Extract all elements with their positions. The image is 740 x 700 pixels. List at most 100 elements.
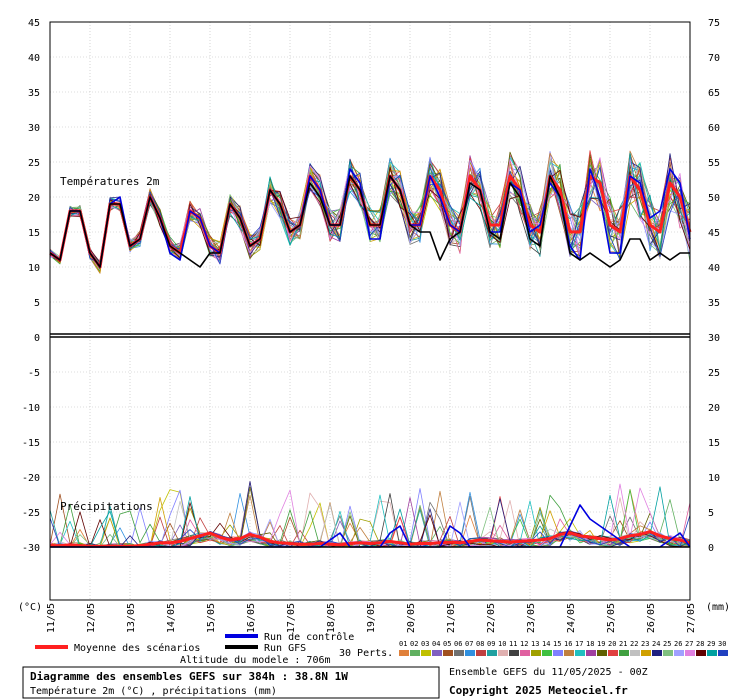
pert-color-swatch: [575, 650, 585, 656]
x-tick-label: 13/05: [126, 603, 137, 633]
right-tick-label: 0: [708, 543, 714, 554]
right-tick-label: 65: [708, 88, 720, 99]
pert-color-swatch: [454, 650, 464, 656]
pert-number-label: 07: [465, 640, 473, 648]
x-tick-label: 17/05: [286, 603, 297, 633]
pert-color-swatch: [564, 650, 574, 656]
x-tick-label: 18/05: [326, 603, 337, 633]
left-tick-label: 0: [34, 333, 40, 344]
pert-color-swatch: [542, 650, 552, 656]
pert-number-label: 16: [564, 640, 572, 648]
right-tick-label: 75: [708, 18, 720, 29]
left-tick-label: 40: [28, 53, 40, 64]
left-tick-label: 20: [28, 193, 40, 204]
altitude-label: Altitude du modele : 706m: [180, 655, 331, 666]
pert-color-swatch: [399, 650, 409, 656]
left-tick-label: 35: [28, 88, 40, 99]
pert-color-swatch: [476, 650, 486, 656]
right-tick-label: 10: [708, 473, 720, 484]
ensemble-run-label: Ensemble GEFS du 11/05/2025 - 00Z: [449, 667, 648, 678]
x-tick-label: 14/05: [166, 603, 177, 633]
left-axis-unit: (°C): [18, 602, 42, 613]
left-tick-label: 15: [28, 228, 40, 239]
right-tick-label: 45: [708, 228, 720, 239]
pert-number-label: 10: [498, 640, 506, 648]
pert-number-label: 06: [454, 640, 462, 648]
pert-color-swatch: [465, 650, 475, 656]
left-axis-ticks: 45 40 35 30 25 20 15 10 5 0 -5 -10 -15 -20 -25 -30: [22, 18, 40, 554]
right-tick-label: 55: [708, 158, 720, 169]
right-tick-label: 70: [708, 53, 720, 64]
pert-number-label: 28: [696, 640, 704, 648]
temp-section-label: Températures 2m: [60, 175, 160, 188]
pert-color-swatch: [641, 650, 651, 656]
pert-number-label: 29: [707, 640, 715, 648]
x-tick-label: 27/05: [686, 603, 697, 633]
pert-color-swatch: [718, 650, 728, 656]
x-tick-label: 24/05: [566, 603, 577, 633]
left-tick-label: 25: [28, 158, 40, 169]
x-tick-label: 22/05: [486, 603, 497, 633]
pert-color-swatch: [531, 650, 541, 656]
x-tick-label: 15/05: [206, 603, 217, 633]
legend-gfs-label: Run GFS: [264, 643, 306, 654]
pert-color-swatch: [487, 650, 497, 656]
pert-color-swatch: [443, 650, 453, 656]
x-tick-label: 25/05: [606, 603, 617, 633]
right-tick-label: 25: [708, 368, 720, 379]
pert-precipitation-line: [49, 494, 691, 548]
left-tick-label: -25: [22, 508, 40, 519]
left-tick-label: -20: [22, 473, 40, 484]
pert-number-label: 18: [586, 640, 594, 648]
pert-color-swatch: [498, 650, 508, 656]
pert-color-swatch: [597, 650, 607, 656]
series-temperature-line: [49, 175, 690, 268]
left-tick-label: -30: [22, 543, 40, 554]
plot-frame: [49, 21, 691, 601]
pert-number-label: 03: [421, 640, 429, 648]
pert-color-swatch: [520, 650, 530, 656]
left-tick-label: -10: [22, 403, 40, 414]
pert-number-label: 20: [608, 640, 616, 648]
x-tick-label: 16/05: [246, 603, 257, 633]
pert-color-swatch: [652, 650, 662, 656]
pert-number-label: 09: [487, 640, 495, 648]
legend-mean-label: Moyenne des scénarios: [74, 642, 200, 654]
pert-number-label: 14: [542, 640, 550, 648]
pert-number-label: 27: [685, 640, 693, 648]
pert-number-label: 24: [652, 640, 660, 648]
left-tick-label: 45: [28, 18, 40, 29]
pert-number-label: 02: [410, 640, 418, 648]
pert-number-label: 21: [619, 640, 627, 648]
pert-number-label: 30: [718, 640, 726, 648]
left-tick-label: 5: [34, 298, 40, 309]
left-tick-label: -5: [28, 368, 40, 379]
legend-control-label: Run de contrôle: [264, 631, 354, 643]
pert-color-swatch: [630, 650, 640, 656]
pert-color-swatch: [410, 650, 420, 656]
pert-temperature-line: [49, 162, 691, 267]
left-tick-label: -15: [22, 438, 40, 449]
pert-color-swatch: [553, 650, 563, 656]
pert-number-label: 15: [553, 640, 561, 648]
pert-number-label: 04: [432, 640, 440, 648]
pert-number-label: 08: [476, 640, 484, 648]
pert-number-label: 12: [520, 640, 528, 648]
right-tick-label: 60: [708, 123, 720, 134]
chart-subtitle: Température 2m (°C) , précipitations (mm…: [30, 685, 277, 697]
series-precipitation-line: [50, 530, 691, 548]
right-tick-label: 35: [708, 298, 720, 309]
pert-color-swatch: [696, 650, 706, 656]
x-tick-label: 19/05: [366, 603, 377, 633]
pert-number-label: 23: [641, 640, 649, 648]
pert-number-label: 17: [575, 640, 583, 648]
perturbation-legend: 01 02 03 04 05 06 07 08 09 10 11 12 13 14 15 16 17 18 19 20…: [399, 640, 728, 656]
x-tick-label: 12/05: [86, 603, 97, 633]
left-tick-label: 30: [28, 123, 40, 134]
pert-number-label: 22: [630, 640, 638, 648]
legend-perts-label: 30 Perts.: [339, 648, 393, 659]
copyright-label: Copyright 2025 Meteociel.fr: [449, 684, 628, 697]
pert-color-swatch: [619, 650, 629, 656]
